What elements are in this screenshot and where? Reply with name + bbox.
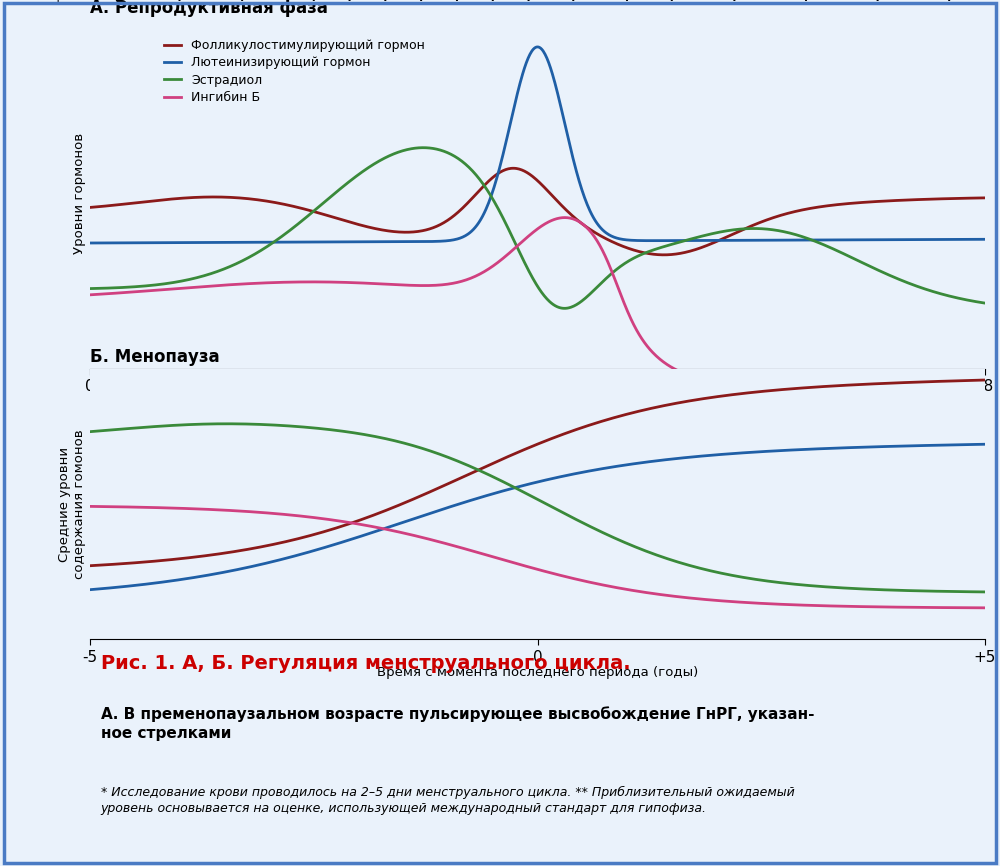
Text: Б. Менопауза: Б. Менопауза: [90, 348, 220, 366]
Text: Рис. 1. А, Б. Регуляция менструального цикла.: Рис. 1. А, Б. Регуляция менструального ц…: [101, 654, 630, 673]
X-axis label: Время внутри менструального цикла (дни): Время внутри менструального цикла (дни): [385, 396, 690, 409]
Y-axis label: Средние уровни
содержания гомонов: Средние уровни содержания гомонов: [58, 430, 86, 578]
Legend: Фолликулостимулирующий гормон, Лютеинизирующий гормон, Эстрадиол, Ингибин Б: Фолликулостимулирующий гормон, Лютеинизи…: [159, 34, 430, 109]
Text: А. В прeменопаузальном возрасте пульсирующее высвобождение ГнРГ, указан-
ное стр: А. В прeменопаузальном возрасте пульсиру…: [101, 706, 814, 740]
Text: * Исследование крови проводилось на 2–5 дни менструального цикла. ** Приблизител: * Исследование крови проводилось на 2–5 …: [101, 785, 794, 815]
Text: Гонадотропный
рилизинг-гормон: Гонадотропный рилизинг-гормон: [0, 0, 86, 2]
Text: А. Репродуктивная фаза: А. Репродуктивная фаза: [90, 0, 328, 17]
X-axis label: Время с момента последнего периода (годы): Время с момента последнего периода (годы…: [377, 666, 698, 679]
Y-axis label: Уровни гормонов: Уровни гормонов: [73, 132, 86, 254]
